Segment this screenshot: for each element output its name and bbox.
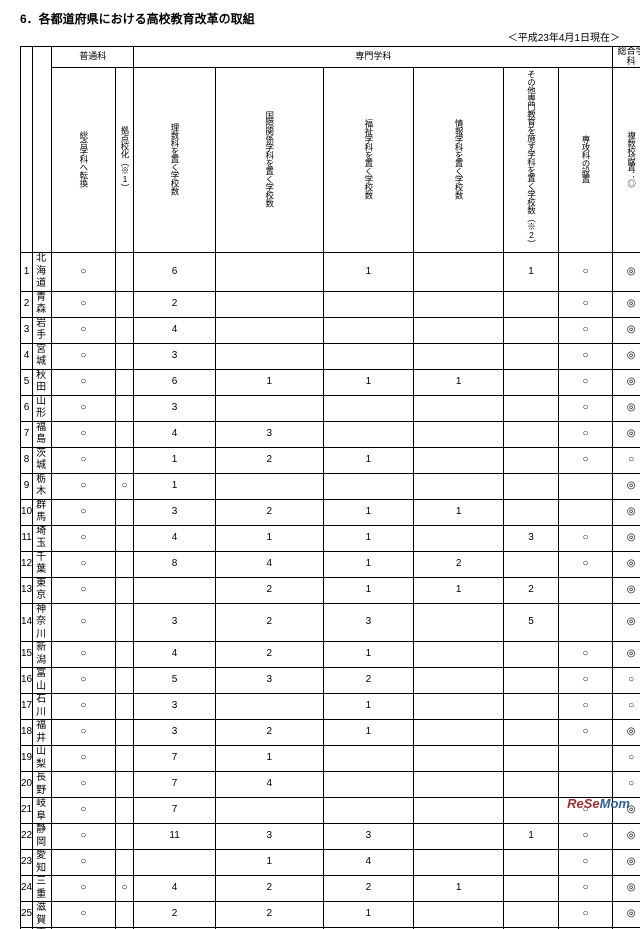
col-kyoten: 拠点校化（※1） [115, 67, 134, 252]
watermark-red: ReSe [567, 796, 600, 811]
table-row: 14神奈川○3235◎○◎ [21, 603, 640, 642]
watermark-blue: Mom [600, 796, 630, 811]
table-row: 10群馬○3211◎◎ [21, 499, 640, 525]
table-row: 12千葉○8412○◎○◎ [21, 551, 640, 577]
col-tenkan: 総合学科へ転換 [52, 67, 115, 252]
table-row: 1北海道○611○◎○◎ [21, 253, 640, 292]
table-row: 16富山○532○○○ [21, 668, 640, 694]
group-sogo: 総合学科 [613, 47, 640, 68]
table-row: 13東京○2112◎○◎ [21, 577, 640, 603]
col-fukusu: 複数校設置：◎ [613, 67, 640, 252]
table-row: 23愛知○14○◎○○ [21, 850, 640, 876]
table-row: 2青森○2○◎○◎ [21, 291, 640, 317]
col-num [21, 47, 33, 253]
page-title: 6．各都道府県における高校教育改革の取組 [20, 10, 620, 27]
col-risu: 理数科を置く学校数 [134, 67, 215, 252]
table-row: 24三重○○4221○◎○◎ [21, 876, 640, 902]
table-row: 3岩手○4○◎◎ [21, 317, 640, 343]
table-row: 21岐阜○7○◎○○ [21, 798, 640, 824]
table-row: 19山梨○71○○◎ [21, 746, 640, 772]
col-kokusai: 国際関係学科を置く学校数 [215, 67, 323, 252]
table-row: 4宮城○3○◎○◎ [21, 343, 640, 369]
col-joho: 情報学科を置く学校数 [414, 67, 504, 252]
table-row: 8茨城○121○○◎ [21, 447, 640, 473]
col-fukushi: 福祉学科を置く学校数 [323, 67, 413, 252]
group-futsu: 普通科 [52, 47, 134, 68]
table-row: 17石川○31○○◎ [21, 694, 640, 720]
col-senko: 専攻科の設置 [558, 67, 613, 252]
table-row: 6山形○3○◎◎ [21, 395, 640, 421]
table-row: 18福井○321○◎○○ [21, 720, 640, 746]
watermark: ReSeMom [567, 796, 630, 811]
table-row: 5秋田○6111○◎○◎ [21, 369, 640, 395]
reform-table: 普通科 専門学科 総合学科 総合選択制導入（※3） 中高一貫教育校（複数校設置：… [20, 46, 640, 929]
table-row: 26京都○11113◎◎ [21, 928, 640, 929]
col-pref [33, 47, 52, 253]
group-senmon: 専門学科 [134, 47, 613, 68]
table-row: 7福島○43○◎○◎ [21, 421, 640, 447]
date-label: ＜平成23年4月1日現在＞ [20, 29, 620, 44]
col-sonota: その他専門教育を施す学科を置く学校数（※2） [504, 67, 559, 252]
table-row: 22静岡○11331○◎○◎ [21, 824, 640, 850]
table-row: 20長野○74○○ [21, 772, 640, 798]
table-row: 15新潟○421○◎◎ [21, 642, 640, 668]
table-row: 25滋賀○221○◎◎ [21, 902, 640, 928]
table-row: 11埼玉○4113○◎○◎ [21, 525, 640, 551]
table-row: 9栃木○○1◎○◎ [21, 473, 640, 499]
